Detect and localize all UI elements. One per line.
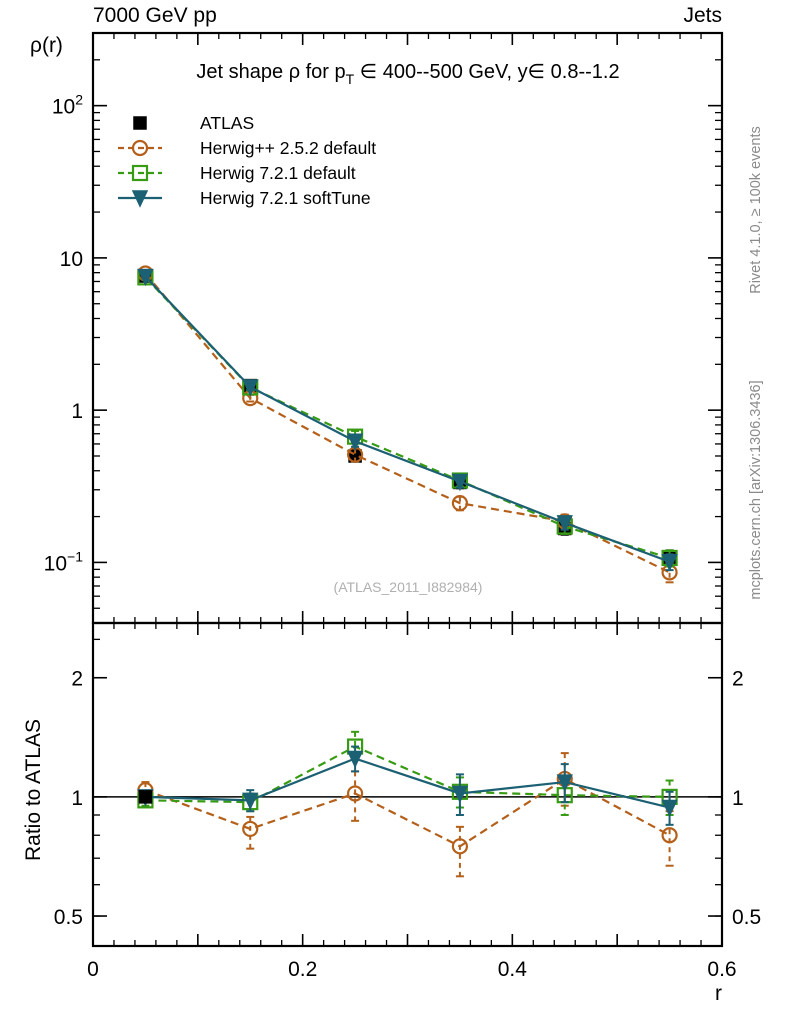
ratio-series-herwig-7-2-1-softtune — [137, 745, 678, 826]
ratio-ytick-label-right: 1 — [732, 787, 744, 810]
ratio-series-herwig-2-5-2-default — [137, 752, 678, 878]
legend-item-atlas: ATLAS — [133, 113, 254, 133]
ratio-ylabel: Ratio to ATLAS — [22, 719, 45, 861]
marker-triangle-down — [346, 433, 364, 452]
series-line — [144, 276, 670, 559]
ratio-series-line — [145, 745, 670, 804]
main-ytick-label: 102 — [52, 92, 83, 119]
marker-square-filled — [138, 790, 153, 804]
marker-square-open — [131, 164, 149, 182]
plot-title: Jet shape ρ for pT ∈ 400--500 GeV, y∈ 0.… — [196, 61, 619, 87]
marker-triangle-down — [556, 515, 573, 533]
plot-title-pre: Jet shape ρ for p — [196, 61, 345, 83]
ratio-series-line — [145, 777, 671, 848]
plot-title-post: ∈ 400--500 GeV, y∈ 0.8--1.2 — [354, 61, 619, 83]
legend-item-herwig-2-5-2-default: Herwig++ 2.5.2 default — [118, 138, 376, 158]
legend-label: Herwig 7.2.1 default — [200, 163, 356, 183]
ratio-ytick-label-left: 0.5 — [54, 906, 83, 929]
mcplots-label: mcplots.cern.ch [arXiv:1306.3436] — [748, 380, 764, 599]
marker-circle-open — [346, 785, 364, 802]
marker-triangle-down — [661, 554, 678, 572]
plot-title-sub: T — [346, 71, 355, 87]
xtick-label: 0.6 — [707, 958, 736, 981]
series-line — [144, 272, 671, 574]
main-panel-frame — [91, 31, 724, 625]
marker-triangle-down — [346, 750, 364, 769]
marker-square-filled — [133, 116, 147, 130]
marker-circle-open — [242, 820, 259, 838]
series-herwig-7-2-1-default — [137, 269, 678, 568]
marker-triangle-down — [451, 473, 469, 492]
marker-triangle-down — [661, 799, 678, 818]
ratio-ytick-label-right: 2 — [732, 668, 744, 691]
analysis-watermark: (ATLAS_2011_I882984) — [334, 579, 483, 595]
ratio-series-atlas — [138, 790, 153, 804]
marker-triangle-down — [242, 792, 259, 811]
legend: ATLAS Herwig++ 2.5.2 default Herwig 7.2.1 … — [118, 113, 376, 208]
ratio-ytick-label-right: 0.5 — [732, 906, 761, 929]
ratio-ytick-label-left: 1 — [71, 787, 83, 810]
marker-circle-open — [131, 139, 149, 157]
series-herwig-7-2-1-softtune — [137, 268, 678, 572]
marker-circle-open — [661, 827, 678, 844]
marker-triangle-down — [137, 268, 154, 287]
legend-label: Herwig++ 2.5.2 default — [200, 138, 376, 158]
ratio-series-herwig-7-2-1-default — [137, 730, 678, 816]
legend-item-herwig-7-2-1-default: Herwig 7.2.1 default — [118, 163, 356, 183]
xtick-label: 0.4 — [498, 958, 528, 981]
marker-circle-open — [451, 495, 469, 512]
header-left: 7000 GeV pp — [93, 4, 217, 27]
main-ylabel: ρ(r) — [30, 34, 63, 57]
marker-triangle-down — [242, 379, 259, 397]
rivet-version-label: Rivet 4.1.0, ≥ 100k events — [748, 126, 764, 294]
main-ytick-label: 1 — [71, 400, 83, 423]
series-atlas — [138, 269, 677, 567]
ratio-series-line — [145, 757, 670, 809]
header-right: Jets — [683, 4, 722, 27]
main-ytick-label: 10 — [60, 248, 83, 271]
marker-triangle-down — [131, 190, 149, 208]
marker-triangle-down — [556, 774, 573, 792]
legend-label: Herwig 7.2.1 softTune — [200, 188, 371, 208]
series-line — [144, 275, 670, 563]
marker-circle-open — [451, 838, 469, 855]
xtick-label: 0 — [87, 958, 99, 981]
xtick-label: 0.2 — [288, 958, 317, 981]
legend-item-herwig-7-2-1-softtune: Herwig 7.2.1 softTune — [118, 188, 371, 208]
xaxis-label: r — [715, 982, 722, 1005]
main-ytick-label: 10−1 — [44, 548, 84, 575]
legend-label: ATLAS — [200, 113, 254, 133]
marker-triangle-down — [451, 785, 469, 804]
ratio-ytick-label-left: 2 — [71, 668, 83, 691]
ratio-panel-frame — [91, 621, 724, 948]
